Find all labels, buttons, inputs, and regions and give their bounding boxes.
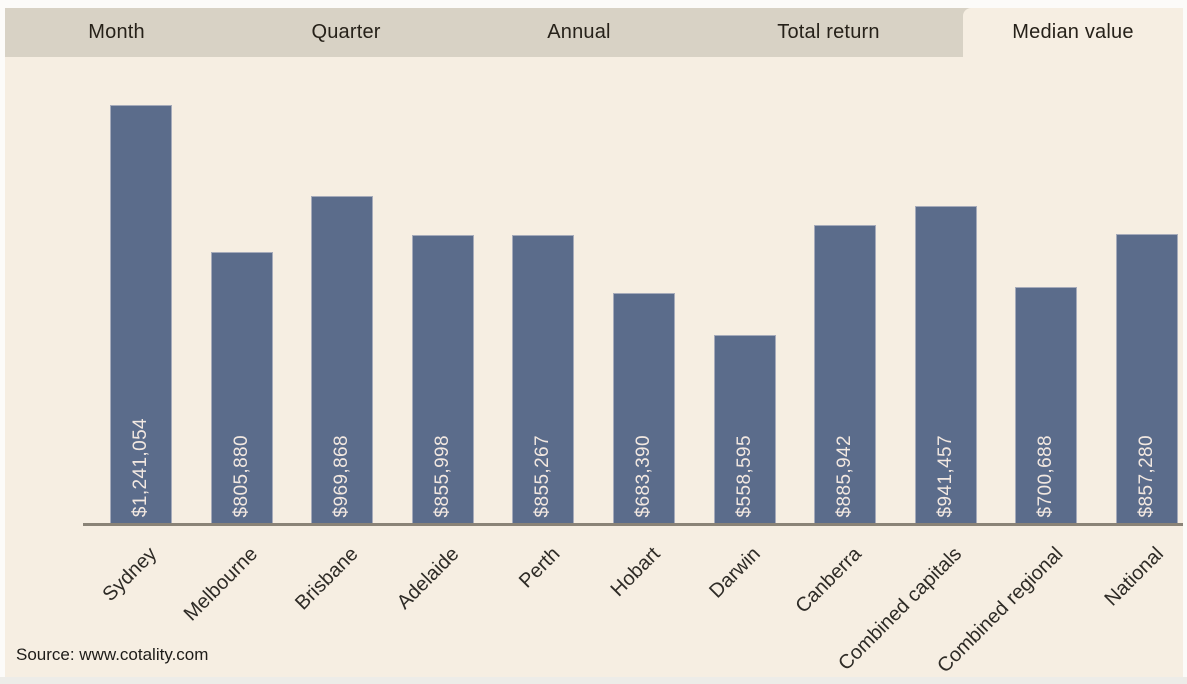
source-attribution: Source: www.cotality.com	[16, 645, 209, 664]
bar-value-label: $857,280	[1136, 434, 1157, 517]
x-axis-line	[83, 523, 1183, 526]
bar-adelaide: $855,998	[411, 235, 474, 523]
page-edge	[0, 677, 1187, 684]
bar-melbourne: $805,880	[210, 252, 273, 523]
chart-widget: Month Quarter Annual Total return Median val…	[5, 8, 1183, 677]
bar-combined-capitals: $941,457	[914, 206, 977, 523]
bar-value-label: $885,942	[834, 434, 856, 517]
bar-darwin: $558,595	[713, 335, 776, 523]
period-tabbar: Month Quarter Annual Total return Median val…	[5, 8, 1183, 57]
bar-value-label: $1,241,054	[130, 417, 151, 517]
x-tick-label-perth: Perth	[514, 543, 564, 593]
x-tick-label-darwin: Darwin	[705, 543, 766, 603]
bar-value-label: $855,267	[532, 434, 554, 517]
median-value-bar-chart: $1,241,054 $805,880 $969,868 $855,998 $855,2…	[5, 57, 1183, 677]
bar-value-label: $700,688	[1035, 434, 1057, 517]
x-tick-label-brisbane: Brisbane	[291, 543, 363, 615]
bar-value-label: $855,998	[431, 434, 453, 517]
bar-value-label: $941,457	[934, 434, 956, 517]
bar-combined-regional: $700,688	[1015, 287, 1078, 523]
bar-value-label: $558,595	[733, 434, 755, 517]
tab-annual[interactable]: Annual	[547, 21, 611, 43]
tab-total-return[interactable]: Total return	[777, 21, 880, 43]
bar-value-label: $805,880	[230, 434, 252, 517]
bar-brisbane: $969,868	[311, 196, 374, 523]
bar-sydney: $1,241,054	[110, 105, 172, 523]
x-tick-label-melbourne: Melbourne	[179, 543, 263, 626]
bar-hobart: $683,390	[613, 293, 675, 523]
tab-month[interactable]: Month	[88, 21, 145, 43]
x-tick-label-hobart: Hobart	[606, 543, 665, 602]
bar-value-label: $683,390	[633, 434, 654, 517]
bar-national: $857,280	[1116, 234, 1178, 523]
x-tick-label-national: National	[1100, 543, 1168, 611]
tab-median-value[interactable]: Median value	[962, 8, 1183, 57]
x-tick-label-sydney: Sydney	[98, 543, 162, 606]
bar-canberra: $885,942	[814, 225, 877, 523]
x-tick-label-adelaide: Adelaide	[392, 543, 464, 614]
tab-quarter[interactable]: Quarter	[311, 21, 381, 43]
bar-value-label: $969,868	[331, 434, 353, 517]
bar-perth: $855,267	[512, 235, 575, 523]
x-tick-label-canberra: Canberra	[791, 543, 866, 618]
